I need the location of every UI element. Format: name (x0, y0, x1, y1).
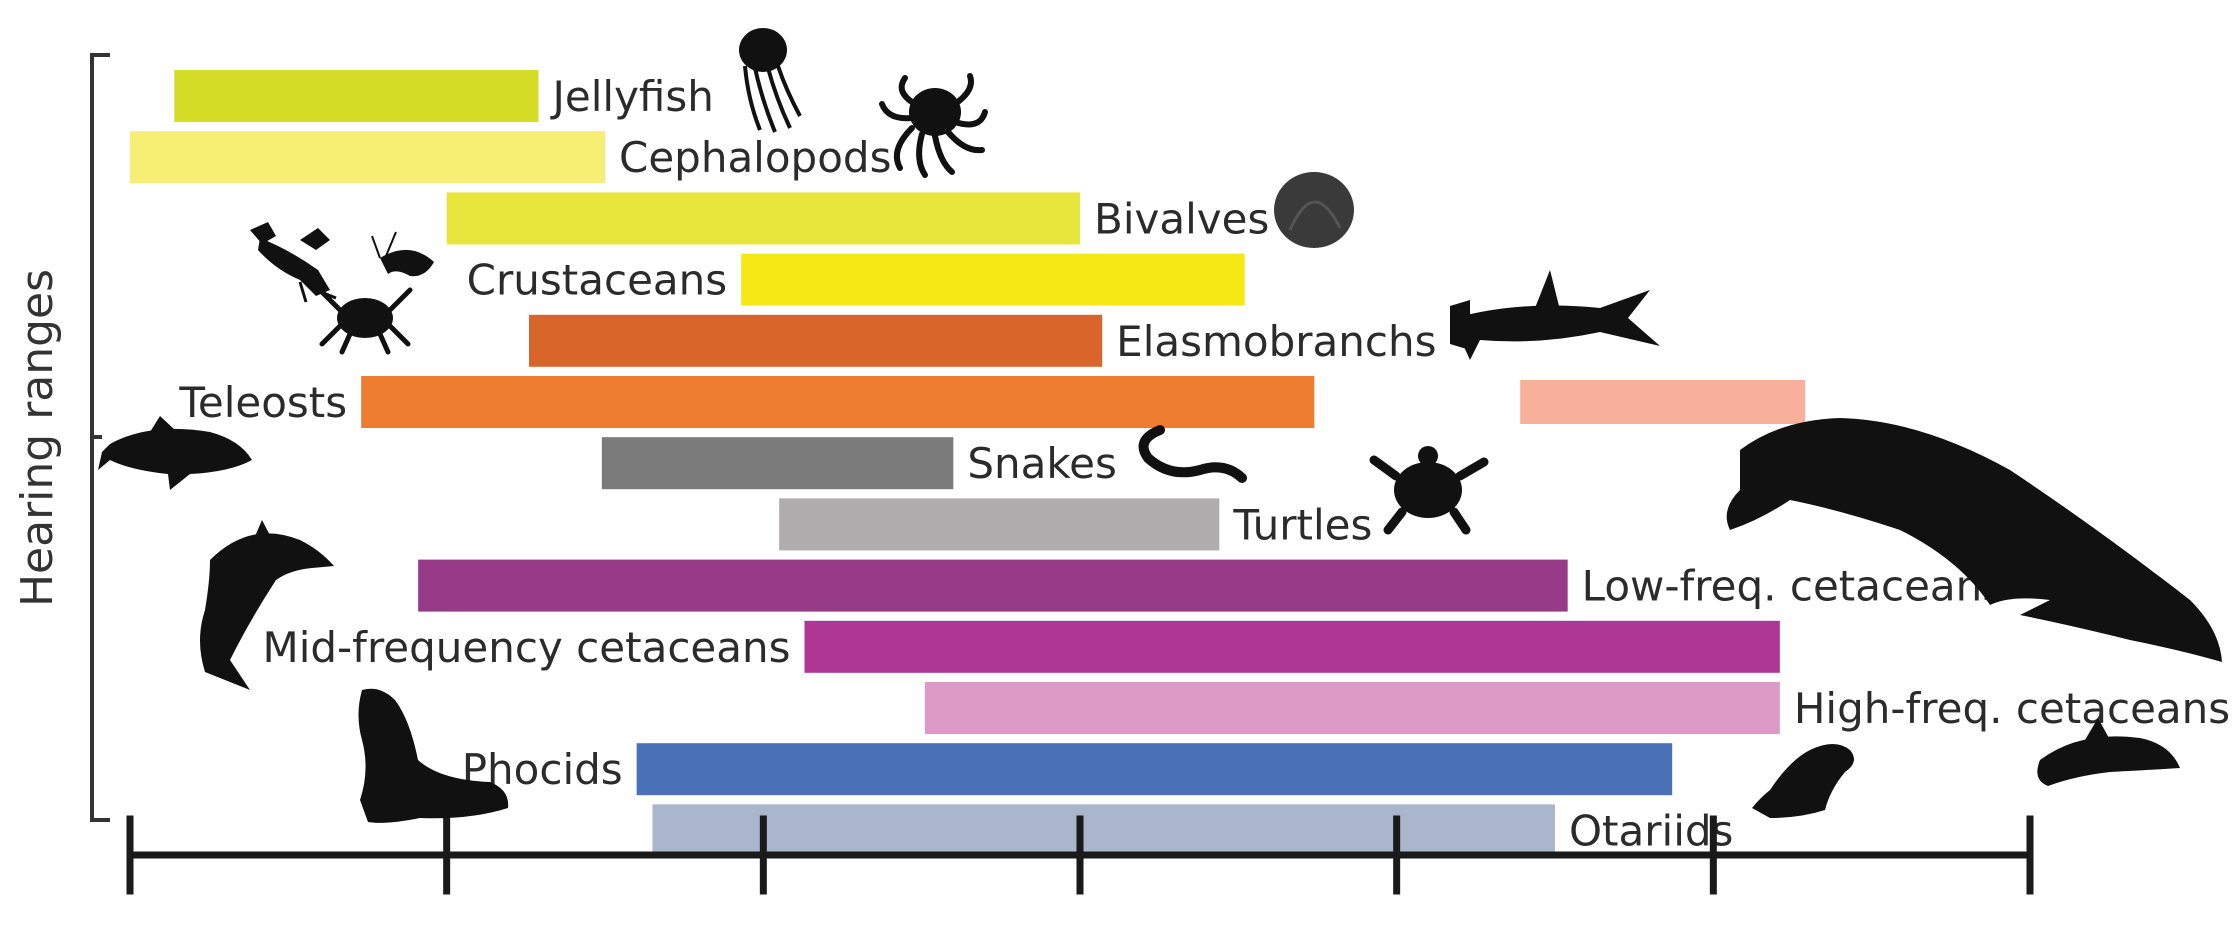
label-jellyfish: Jellyfish (550, 72, 714, 121)
fish-icon (98, 416, 252, 490)
label-crustaceans: Crustaceans (467, 256, 727, 305)
bar-otariids (652, 804, 1555, 857)
bar-jellyfish (174, 70, 539, 122)
y-axis-bracket (90, 53, 110, 822)
label-mid-frequency-cetaceans: Mid-frequency cetaceans (262, 623, 790, 672)
label-otariids: Otariids (1569, 806, 1733, 855)
bar-crustaceans (741, 253, 1245, 306)
y-axis-label: Hearing ranges (12, 269, 63, 607)
label-low-freq-cetaceans: Low-freq. cetaceans (1582, 562, 2005, 611)
x-axis (126, 815, 2034, 895)
bar-high-freq-cetaceans (924, 682, 1780, 734)
bar-cephalopods (130, 131, 605, 184)
snake-icon (1138, 425, 1247, 483)
bar-turtles (779, 498, 1220, 551)
whale-icon (1726, 418, 2222, 662)
range-labels: Jellyfish Cephalopods Bivalves Crustaceans E… (178, 72, 2230, 855)
porpoise-icon (2037, 718, 2180, 786)
sea-lion-icon (1752, 744, 1854, 818)
octopus-icon (879, 73, 988, 178)
bar-snakes (601, 437, 954, 490)
turtle-icon (1369, 446, 1489, 535)
bar-bivalves (446, 192, 1081, 245)
bar-teleosts (361, 376, 1315, 428)
bar-elasmobranchs (529, 314, 1103, 367)
label-teleosts: Teleosts (178, 378, 347, 427)
shrimp-icon (371, 231, 434, 277)
label-high-freq-cetaceans: High-freq. cetaceans (1794, 684, 2230, 733)
jellyfish-icon (739, 28, 802, 133)
label-turtles: Turtles (1232, 500, 1372, 549)
seal-icon (358, 688, 509, 823)
label-snakes: Snakes (967, 439, 1117, 488)
hammerhead-shark-icon (1450, 270, 1660, 360)
bar-phocids (636, 743, 1673, 796)
range-bars (130, 70, 1806, 857)
label-cephalopods: Cephalopods (619, 133, 891, 182)
dolphin-icon (200, 520, 334, 690)
label-bivalves: Bivalves (1094, 194, 1269, 243)
label-elasmobranchs: Elasmobranchs (1116, 317, 1436, 366)
bar-extra-range-0 (1520, 380, 1806, 424)
shell-icon (1274, 172, 1354, 248)
bar-mid-frequency-cetaceans (804, 620, 1780, 673)
crab-icon (317, 287, 413, 355)
bar-low-freq-cetaceans (418, 559, 1568, 612)
